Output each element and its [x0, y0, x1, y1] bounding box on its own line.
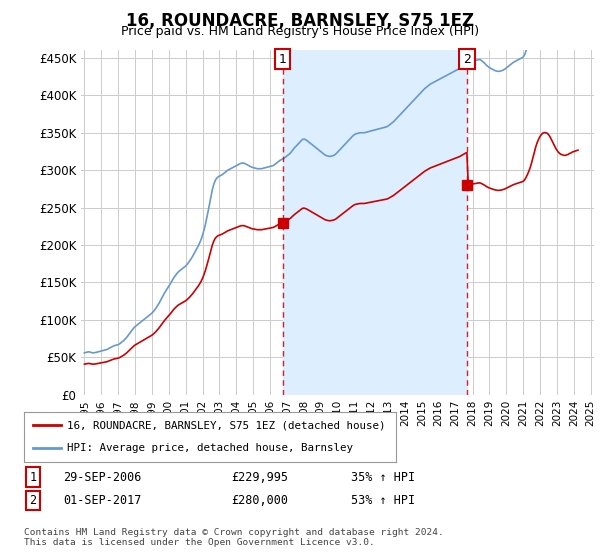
Bar — [283, 50, 467, 395]
Text: 1: 1 — [279, 53, 287, 66]
Text: 16, ROUNDACRE, BARNSLEY, S75 1EZ (detached house): 16, ROUNDACRE, BARNSLEY, S75 1EZ (detach… — [67, 420, 385, 430]
Text: 2: 2 — [29, 494, 37, 507]
Text: £280,000: £280,000 — [231, 494, 288, 507]
Text: Price paid vs. HM Land Registry's House Price Index (HPI): Price paid vs. HM Land Registry's House … — [121, 25, 479, 38]
Text: 16, ROUNDACRE, BARNSLEY, S75 1EZ: 16, ROUNDACRE, BARNSLEY, S75 1EZ — [126, 12, 474, 30]
Text: Contains HM Land Registry data © Crown copyright and database right 2024.
This d: Contains HM Land Registry data © Crown c… — [24, 528, 444, 547]
Text: £229,995: £229,995 — [231, 470, 288, 484]
Text: HPI: Average price, detached house, Barnsley: HPI: Average price, detached house, Barn… — [67, 444, 353, 454]
Text: 01-SEP-2017: 01-SEP-2017 — [63, 494, 142, 507]
Text: 1: 1 — [29, 470, 37, 484]
Text: 29-SEP-2006: 29-SEP-2006 — [63, 470, 142, 484]
Text: 53% ↑ HPI: 53% ↑ HPI — [351, 494, 415, 507]
Text: 2: 2 — [463, 53, 471, 66]
Text: 35% ↑ HPI: 35% ↑ HPI — [351, 470, 415, 484]
